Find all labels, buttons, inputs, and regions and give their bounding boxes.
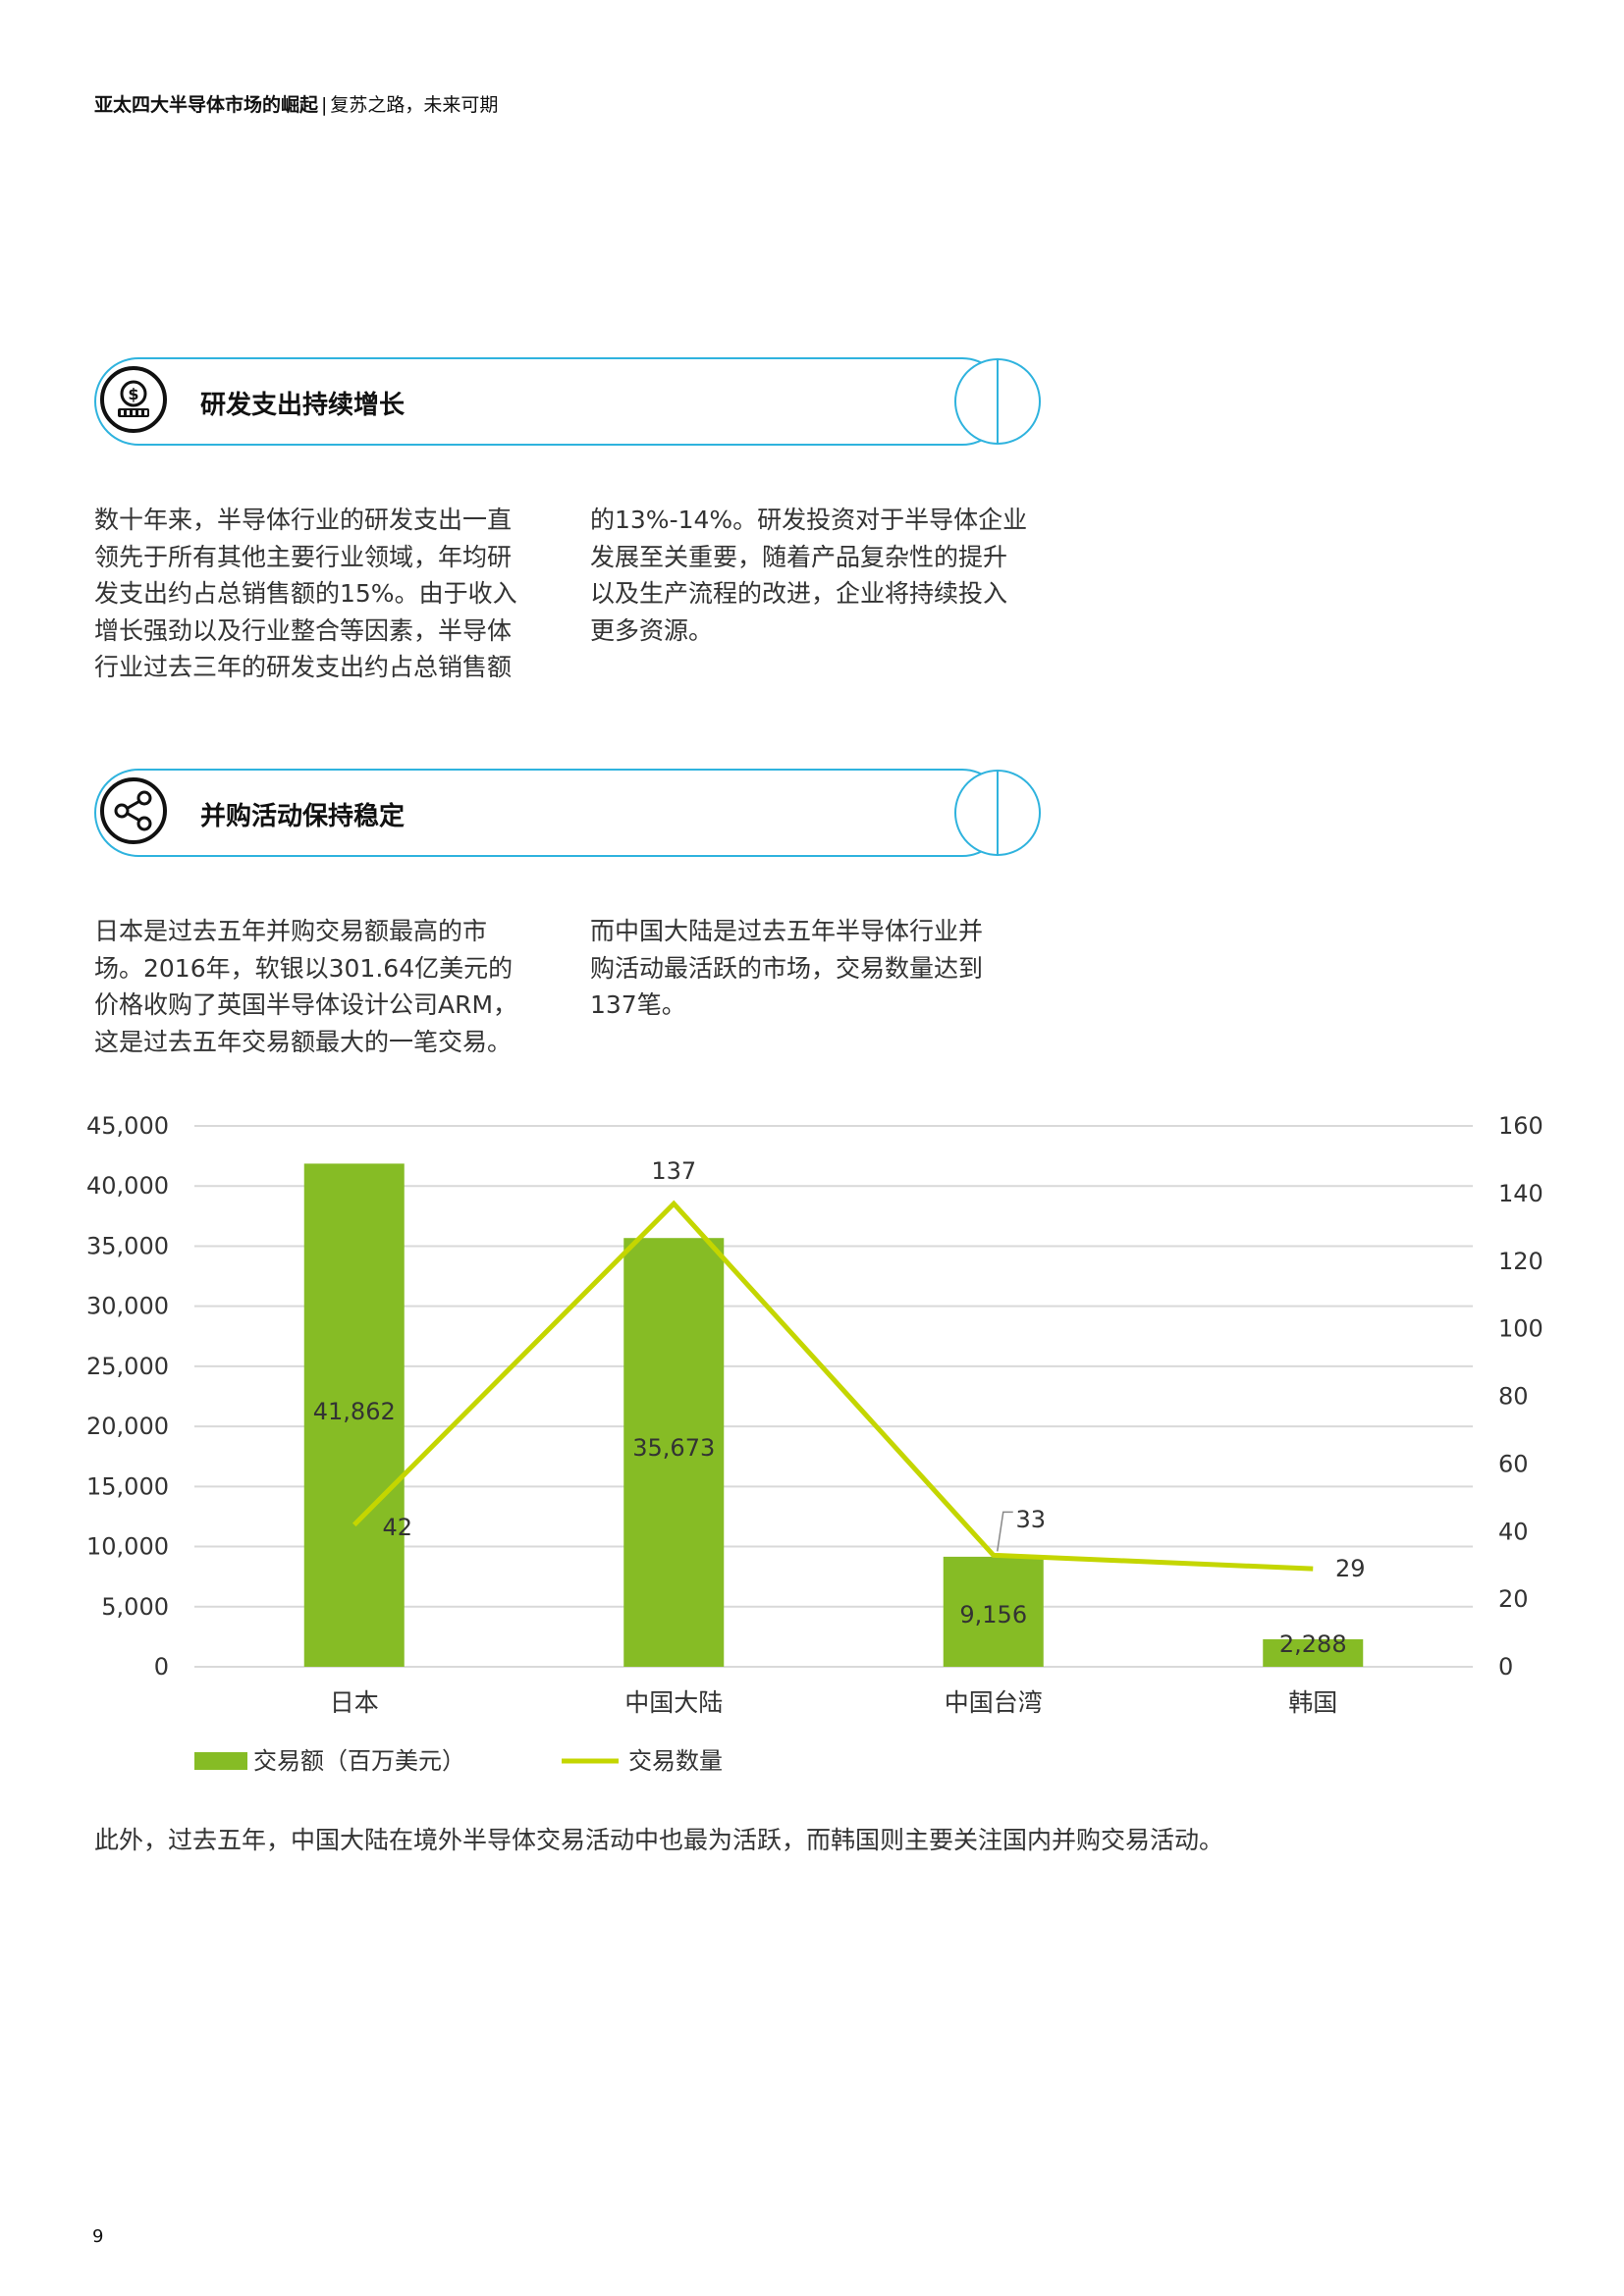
y-right-tick-label: 60 <box>1498 1450 1529 1477</box>
y-right-tick-label: 100 <box>1498 1315 1543 1343</box>
bar-data-label: 2,288 <box>1279 1630 1347 1658</box>
y-left-tick-label: 0 <box>154 1653 169 1681</box>
bar-data-label: 9,156 <box>959 1601 1027 1629</box>
y-left-tick-label: 25,000 <box>86 1353 169 1380</box>
legend-swatch-bar <box>194 1752 247 1770</box>
line-data-label: 137 <box>651 1157 696 1185</box>
y-right-tick-label: 0 <box>1498 1653 1513 1681</box>
y-left-tick-label: 40,000 <box>86 1172 169 1200</box>
x-tick-label: 中国台湾 <box>945 1688 1043 1717</box>
y-right-tick-label: 20 <box>1498 1585 1529 1613</box>
header-separator: | <box>321 94 328 116</box>
text-line: 增长强劲以及行业整合等因素，半导体 <box>94 615 513 645</box>
y-left-tick-label: 5,000 <box>101 1593 169 1621</box>
text-line: 日本是过去五年并购交易额最高的市 <box>94 917 488 945</box>
text-line: 的13%-14%。研发投资对于半导体企业 <box>590 506 1028 534</box>
page-number: 9 <box>92 2226 104 2247</box>
money-gear-icon: $ <box>100 366 167 433</box>
header-subtitle: 复苏之路，未来可期 <box>330 94 499 116</box>
line-data-label: 29 <box>1335 1555 1366 1582</box>
section-banner-rd: $ 研发支出持续增长 <box>94 357 1047 446</box>
y-left-tick-label: 10,000 <box>86 1533 169 1561</box>
ma-paragraph-col1: 日本是过去五年并购交易额最高的市 场。2016年，软银以301.64亿美元的 价… <box>94 913 517 1060</box>
ma-paragraph-col2: 而中国大陆是过去五年半导体行业并 购活动最活跃的市场，交易数量达到 137笔。 <box>590 913 983 1024</box>
y-left-tick-label: 20,000 <box>86 1413 169 1440</box>
running-header: 亚太四大半导体市场的崛起 | 复苏之路，未来可期 <box>94 90 498 117</box>
share-icon <box>100 777 167 844</box>
y-right-tick-label: 80 <box>1498 1383 1529 1411</box>
y-left-tick-label: 45,000 <box>86 1112 169 1140</box>
text-line: 数十年来，半导体行业的研发支出一直 <box>94 506 513 534</box>
text-line: 137笔。 <box>590 990 686 1019</box>
bar-data-label: 41,862 <box>313 1398 396 1425</box>
text-line: 行业过去三年的研发支出约占总销售额 <box>94 653 513 681</box>
text-line: 这是过去五年交易额最大的一笔交易。 <box>94 1027 513 1056</box>
bar <box>623 1238 725 1667</box>
label-leader-line <box>997 1511 1013 1552</box>
section-title: 研发支出持续增长 <box>200 391 406 420</box>
text-line: 购活动最活跃的市场，交易数量达到 <box>590 953 984 983</box>
rd-paragraph-col1: 数十年来，半导体行业的研发支出一直 领先于所有其他主要行业领域，年均研 发支出约… <box>94 502 517 686</box>
text-line: 更多资源。 <box>590 615 714 645</box>
text-line: 以及生产流程的改进，企业将持续投入 <box>590 579 1008 608</box>
x-tick-label: 中国大陆 <box>624 1688 723 1717</box>
text-line: 发支出约占总销售额的15%。由于收入 <box>94 579 517 608</box>
y-left-tick-label: 15,000 <box>86 1472 169 1500</box>
ma-combo-chart: 0 5,000 10,000 15,000 20,000 25,000 30,000 35,0… <box>86 1112 1543 1775</box>
legend-label: 交易额（百万美元） <box>253 1747 465 1775</box>
bar-data-label: 35,673 <box>632 1434 715 1462</box>
y-right-tick-label: 160 <box>1498 1112 1543 1140</box>
y-right-tick-label: 140 <box>1498 1180 1543 1207</box>
banner-endcap <box>954 358 1041 445</box>
text-line: 而中国大陆是过去五年半导体行业并 <box>590 917 984 945</box>
text-line: 价格收购了英国半导体设计公司ARM， <box>94 990 518 1019</box>
banner-endcap <box>954 770 1041 856</box>
line-series <box>352 1200 1314 1572</box>
rd-paragraph-col2: 的13%-14%。研发投资对于半导体企业 发展至关重要，随着产品复杂性的提升 以… <box>590 502 1027 649</box>
y-left-tick-label: 30,000 <box>86 1293 169 1320</box>
bar <box>943 1556 1044 1667</box>
section-banner-ma: 并购活动保持稳定 <box>94 769 1047 857</box>
legend-label: 交易数量 <box>628 1747 723 1775</box>
line-data-label: 33 <box>1015 1506 1046 1533</box>
y-right-tick-label: 40 <box>1498 1518 1529 1545</box>
section-title: 并购活动保持稳定 <box>200 802 406 831</box>
text-line: 领先于所有其他主要行业领域，年均研 <box>94 542 513 571</box>
svg-text:$: $ <box>128 385 138 403</box>
closing-paragraph: 此外，过去五年，中国大陆在境外半导体交易活动中也最为活跃，而韩国则主要关注国内并… <box>94 1826 1224 1854</box>
y-left-tick-label: 35,000 <box>86 1232 169 1259</box>
line-data-label: 42 <box>382 1514 412 1541</box>
y-right-tick-label: 120 <box>1498 1248 1543 1275</box>
bar <box>1263 1638 1364 1667</box>
text-line: 发展至关重要，随着产品复杂性的提升 <box>590 542 1008 571</box>
header-title: 亚太四大半导体市场的崛起 <box>94 94 319 116</box>
bar <box>303 1163 405 1667</box>
x-tick-label: 日本 <box>330 1688 379 1717</box>
x-tick-label: 韩国 <box>1288 1688 1337 1717</box>
text-line: 场。2016年，软银以301.64亿美元的 <box>94 953 514 983</box>
